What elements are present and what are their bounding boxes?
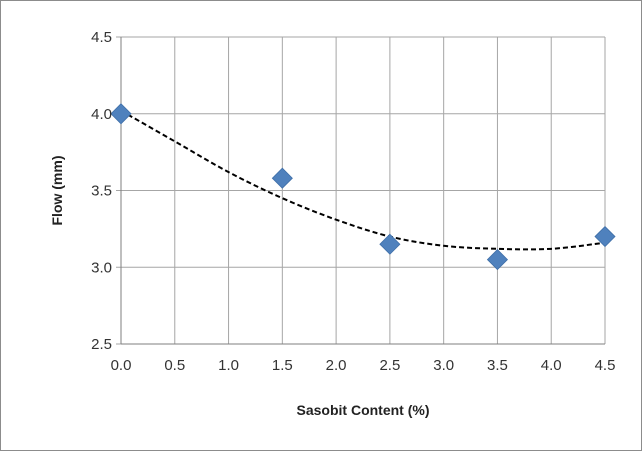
- y-tick-label: 3.5: [91, 183, 112, 200]
- data-point: [486, 249, 509, 271]
- x-tick-label: 1.5: [272, 357, 293, 374]
- x-tick-label: 3.0: [433, 357, 454, 374]
- y-tick-label: 2.5: [91, 336, 112, 353]
- x-tick-label: 0.0: [111, 357, 132, 374]
- x-tick-label: 3.5: [487, 357, 508, 374]
- data-point: [379, 233, 401, 255]
- trendline: [120, 109, 606, 251]
- x-tick-label: 2.0: [326, 357, 347, 374]
- data-point: [271, 167, 293, 189]
- x-tick-labels: 0.0 0.5 1.0 1.5 2.0 2.5 3.0 3.5 4.0 4.5: [111, 357, 616, 374]
- trendline-group: [120, 109, 606, 251]
- x-axis-title: Sasobit Content (%): [297, 402, 430, 418]
- y-axis-title: Flow (mm): [49, 156, 65, 226]
- grid: [116, 36, 606, 345]
- y-tick-label: 4.0: [91, 106, 112, 123]
- x-tick-label: 4.0: [541, 357, 562, 374]
- x-tick-label: 0.5: [164, 357, 185, 374]
- y-tick-labels: 2.5 3.0 3.5 4.0 4.5: [91, 29, 112, 353]
- y-tick-label: 3.0: [91, 259, 112, 276]
- x-tick-label: 1.0: [218, 357, 239, 374]
- data-point: [594, 225, 616, 248]
- y-tick-label: 4.5: [91, 29, 112, 46]
- x-tick-label: 2.5: [379, 357, 400, 374]
- data-points: [110, 103, 616, 271]
- x-tick-label: 4.5: [595, 357, 616, 374]
- data-point: [110, 103, 132, 125]
